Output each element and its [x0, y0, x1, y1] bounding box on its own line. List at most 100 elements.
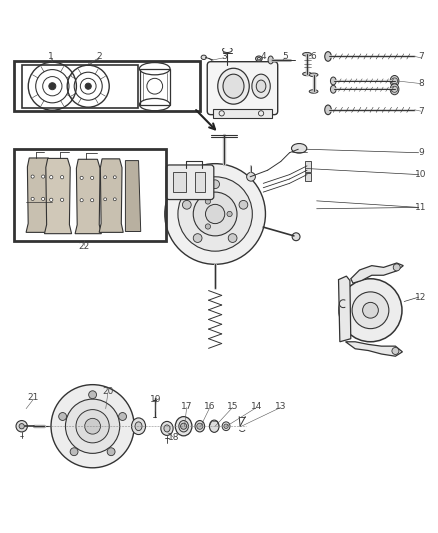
Ellipse shape	[291, 233, 299, 241]
Circle shape	[351, 292, 388, 329]
Text: 10: 10	[414, 170, 426, 179]
Circle shape	[113, 176, 116, 179]
Ellipse shape	[175, 417, 191, 436]
Ellipse shape	[222, 422, 230, 431]
Ellipse shape	[201, 55, 206, 60]
Circle shape	[228, 233, 237, 243]
Circle shape	[85, 83, 91, 89]
Circle shape	[182, 200, 191, 209]
Bar	[14, 61, 199, 111]
Text: 15: 15	[226, 402, 238, 411]
Ellipse shape	[223, 74, 244, 98]
Ellipse shape	[256, 80, 265, 92]
Ellipse shape	[178, 421, 188, 432]
Bar	[140, 69, 170, 104]
Circle shape	[177, 177, 252, 251]
Circle shape	[338, 279, 401, 342]
Circle shape	[85, 418, 100, 434]
Circle shape	[42, 175, 45, 178]
Text: 1: 1	[48, 52, 54, 61]
Polygon shape	[99, 159, 123, 232]
Text: 9: 9	[417, 148, 423, 157]
Circle shape	[362, 302, 378, 318]
Text: 12: 12	[414, 293, 426, 302]
Circle shape	[113, 198, 116, 201]
Circle shape	[210, 180, 219, 189]
Circle shape	[205, 224, 210, 229]
Ellipse shape	[131, 418, 145, 434]
Circle shape	[80, 199, 83, 202]
Circle shape	[90, 199, 94, 202]
FancyBboxPatch shape	[166, 165, 213, 199]
Circle shape	[226, 212, 232, 216]
Polygon shape	[75, 159, 101, 233]
Circle shape	[205, 204, 224, 224]
Circle shape	[51, 385, 134, 468]
Text: 16: 16	[204, 402, 215, 411]
Bar	[194, 172, 205, 192]
Circle shape	[31, 197, 34, 200]
Bar	[172, 172, 185, 192]
Circle shape	[70, 448, 78, 456]
Ellipse shape	[255, 56, 261, 61]
Bar	[304, 173, 311, 181]
Ellipse shape	[163, 425, 170, 432]
Circle shape	[90, 176, 94, 180]
Text: 7: 7	[417, 52, 423, 61]
Circle shape	[76, 409, 109, 443]
Bar	[14, 149, 166, 241]
Text: 13: 13	[274, 402, 286, 411]
Text: 3: 3	[220, 52, 226, 61]
Ellipse shape	[324, 52, 331, 61]
Ellipse shape	[389, 84, 398, 95]
Text: 2: 2	[96, 52, 102, 61]
Ellipse shape	[330, 85, 336, 93]
Circle shape	[205, 199, 210, 204]
Ellipse shape	[389, 76, 398, 86]
Ellipse shape	[135, 422, 142, 431]
Circle shape	[239, 200, 247, 209]
Circle shape	[193, 233, 201, 243]
Ellipse shape	[209, 420, 219, 432]
Circle shape	[107, 448, 115, 456]
Bar	[304, 161, 311, 172]
Text: 22: 22	[78, 243, 89, 251]
Circle shape	[42, 197, 45, 200]
Circle shape	[60, 175, 64, 179]
Circle shape	[103, 176, 106, 179]
Text: 17: 17	[180, 402, 192, 411]
Polygon shape	[125, 160, 141, 231]
Circle shape	[65, 399, 120, 454]
Ellipse shape	[324, 105, 331, 115]
Circle shape	[103, 198, 106, 201]
Ellipse shape	[194, 421, 204, 432]
Circle shape	[88, 391, 96, 399]
Text: 7: 7	[417, 107, 423, 116]
Circle shape	[180, 423, 186, 429]
Ellipse shape	[291, 143, 306, 153]
Circle shape	[49, 175, 53, 179]
Polygon shape	[345, 342, 402, 356]
Circle shape	[31, 175, 34, 178]
Text: 14: 14	[251, 402, 262, 411]
Text: 18: 18	[167, 433, 179, 442]
Text: 4: 4	[260, 52, 265, 61]
Circle shape	[59, 413, 67, 421]
Circle shape	[391, 348, 398, 354]
Ellipse shape	[160, 422, 173, 435]
Ellipse shape	[330, 77, 336, 85]
Text: 11: 11	[414, 203, 426, 212]
Circle shape	[118, 413, 126, 421]
Ellipse shape	[308, 90, 317, 93]
Circle shape	[80, 176, 83, 180]
Polygon shape	[338, 276, 350, 342]
Circle shape	[392, 264, 399, 271]
Circle shape	[196, 423, 202, 429]
Circle shape	[164, 164, 265, 264]
Circle shape	[16, 421, 27, 432]
Text: 21: 21	[28, 393, 39, 402]
Bar	[21, 65, 138, 108]
Circle shape	[49, 83, 56, 90]
Ellipse shape	[308, 73, 317, 77]
Text: 5: 5	[282, 52, 287, 61]
